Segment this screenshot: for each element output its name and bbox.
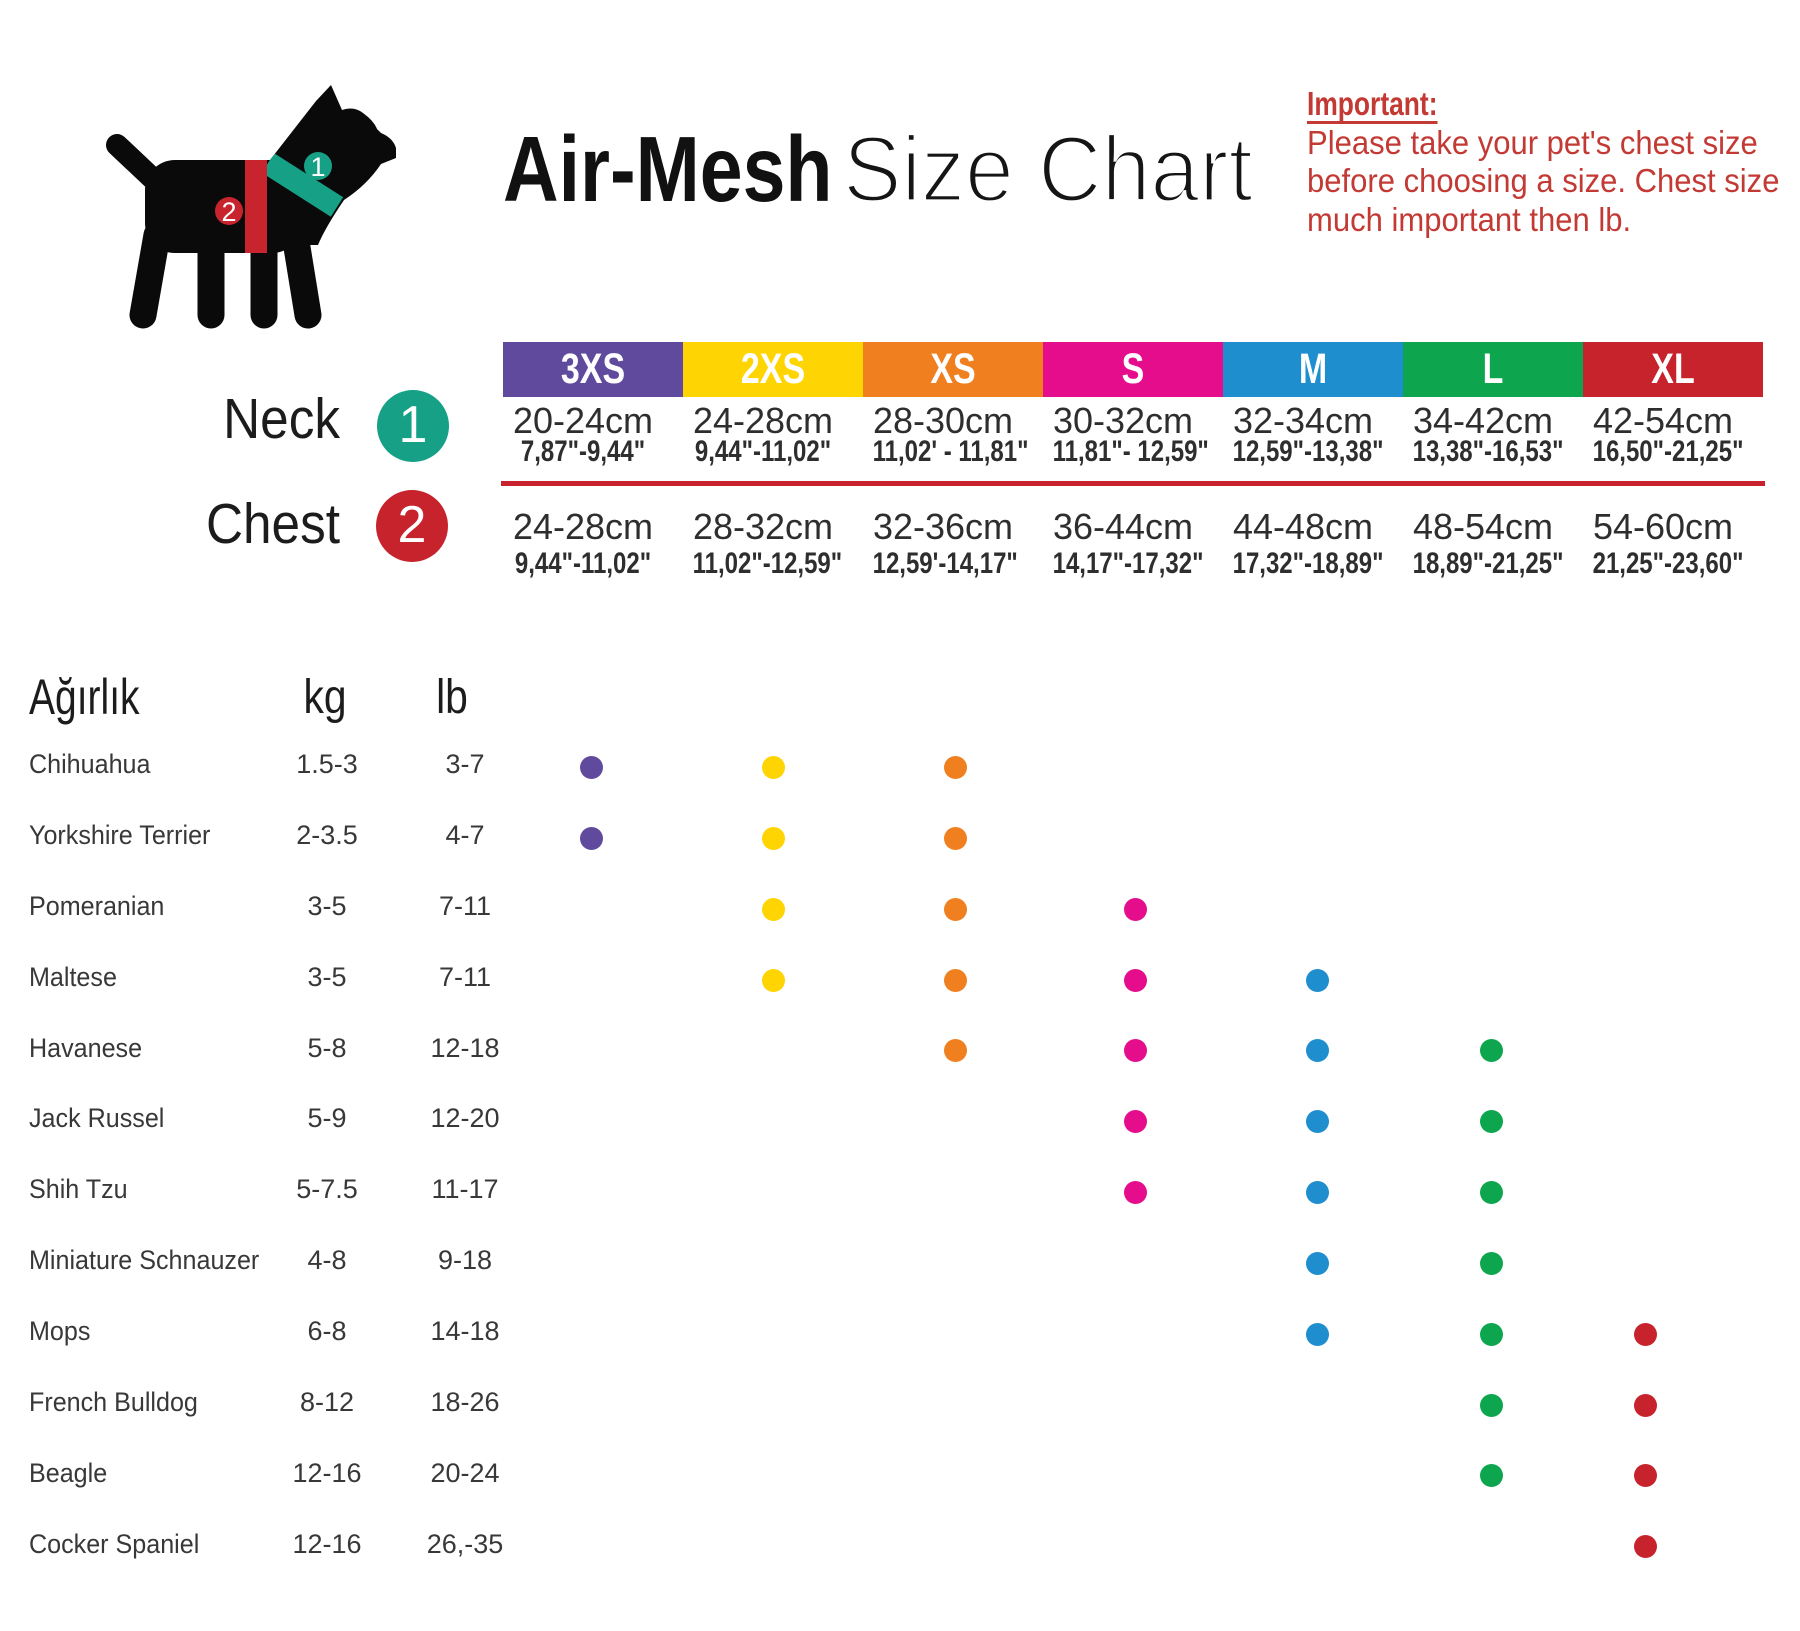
svg-text:2: 2 — [221, 197, 236, 227]
svg-text:1: 1 — [310, 152, 325, 182]
